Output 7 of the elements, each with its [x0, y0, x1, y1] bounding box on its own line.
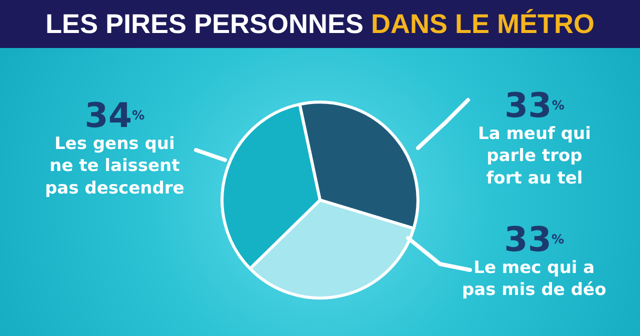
- slice-label: Le mec qui a pas mis de déo: [462, 258, 606, 300]
- data-label: 33$^{%}$: [504, 220, 564, 260]
- slice-label: Les gens qui ne te laissent pas descendre: [45, 134, 184, 198]
- data-label: 33$^{%}$: [504, 86, 565, 126]
- slice-label: La meuf qui parle trop fort au tel: [478, 124, 591, 188]
- chart-title: LES PIRES PERSONNES DANS LE MÉTRO: [45, 8, 595, 40]
- data-label: 34$^{%}$: [84, 96, 145, 136]
